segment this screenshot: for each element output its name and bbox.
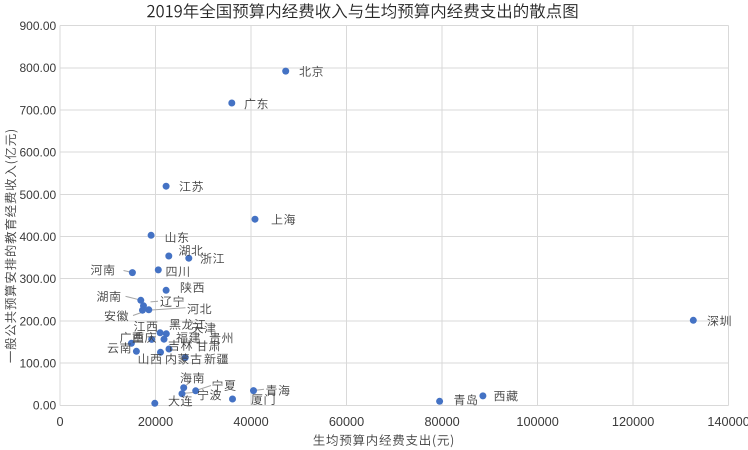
svg-text:140000: 140000 xyxy=(707,415,748,429)
svg-text:700.00: 700.00 xyxy=(19,103,56,117)
svg-text:600.00: 600.00 xyxy=(19,146,56,160)
svg-text:80000: 80000 xyxy=(424,415,459,429)
svg-text:300.00: 300.00 xyxy=(19,272,56,286)
svg-text:60000: 60000 xyxy=(329,415,364,429)
svg-text:800.00: 800.00 xyxy=(19,61,56,75)
svg-text:100000: 100000 xyxy=(516,415,558,429)
svg-text:900.00: 900.00 xyxy=(19,19,56,33)
svg-text:200.00: 200.00 xyxy=(19,314,56,328)
svg-text:40000: 40000 xyxy=(233,415,268,429)
svg-text:500.00: 500.00 xyxy=(19,188,56,202)
svg-text:0.00: 0.00 xyxy=(33,399,57,413)
svg-text:120000: 120000 xyxy=(612,415,654,429)
svg-text:100.00: 100.00 xyxy=(19,357,56,371)
svg-text:0: 0 xyxy=(56,415,63,429)
svg-text:20000: 20000 xyxy=(138,415,173,429)
svg-text:400.00: 400.00 xyxy=(19,230,56,244)
